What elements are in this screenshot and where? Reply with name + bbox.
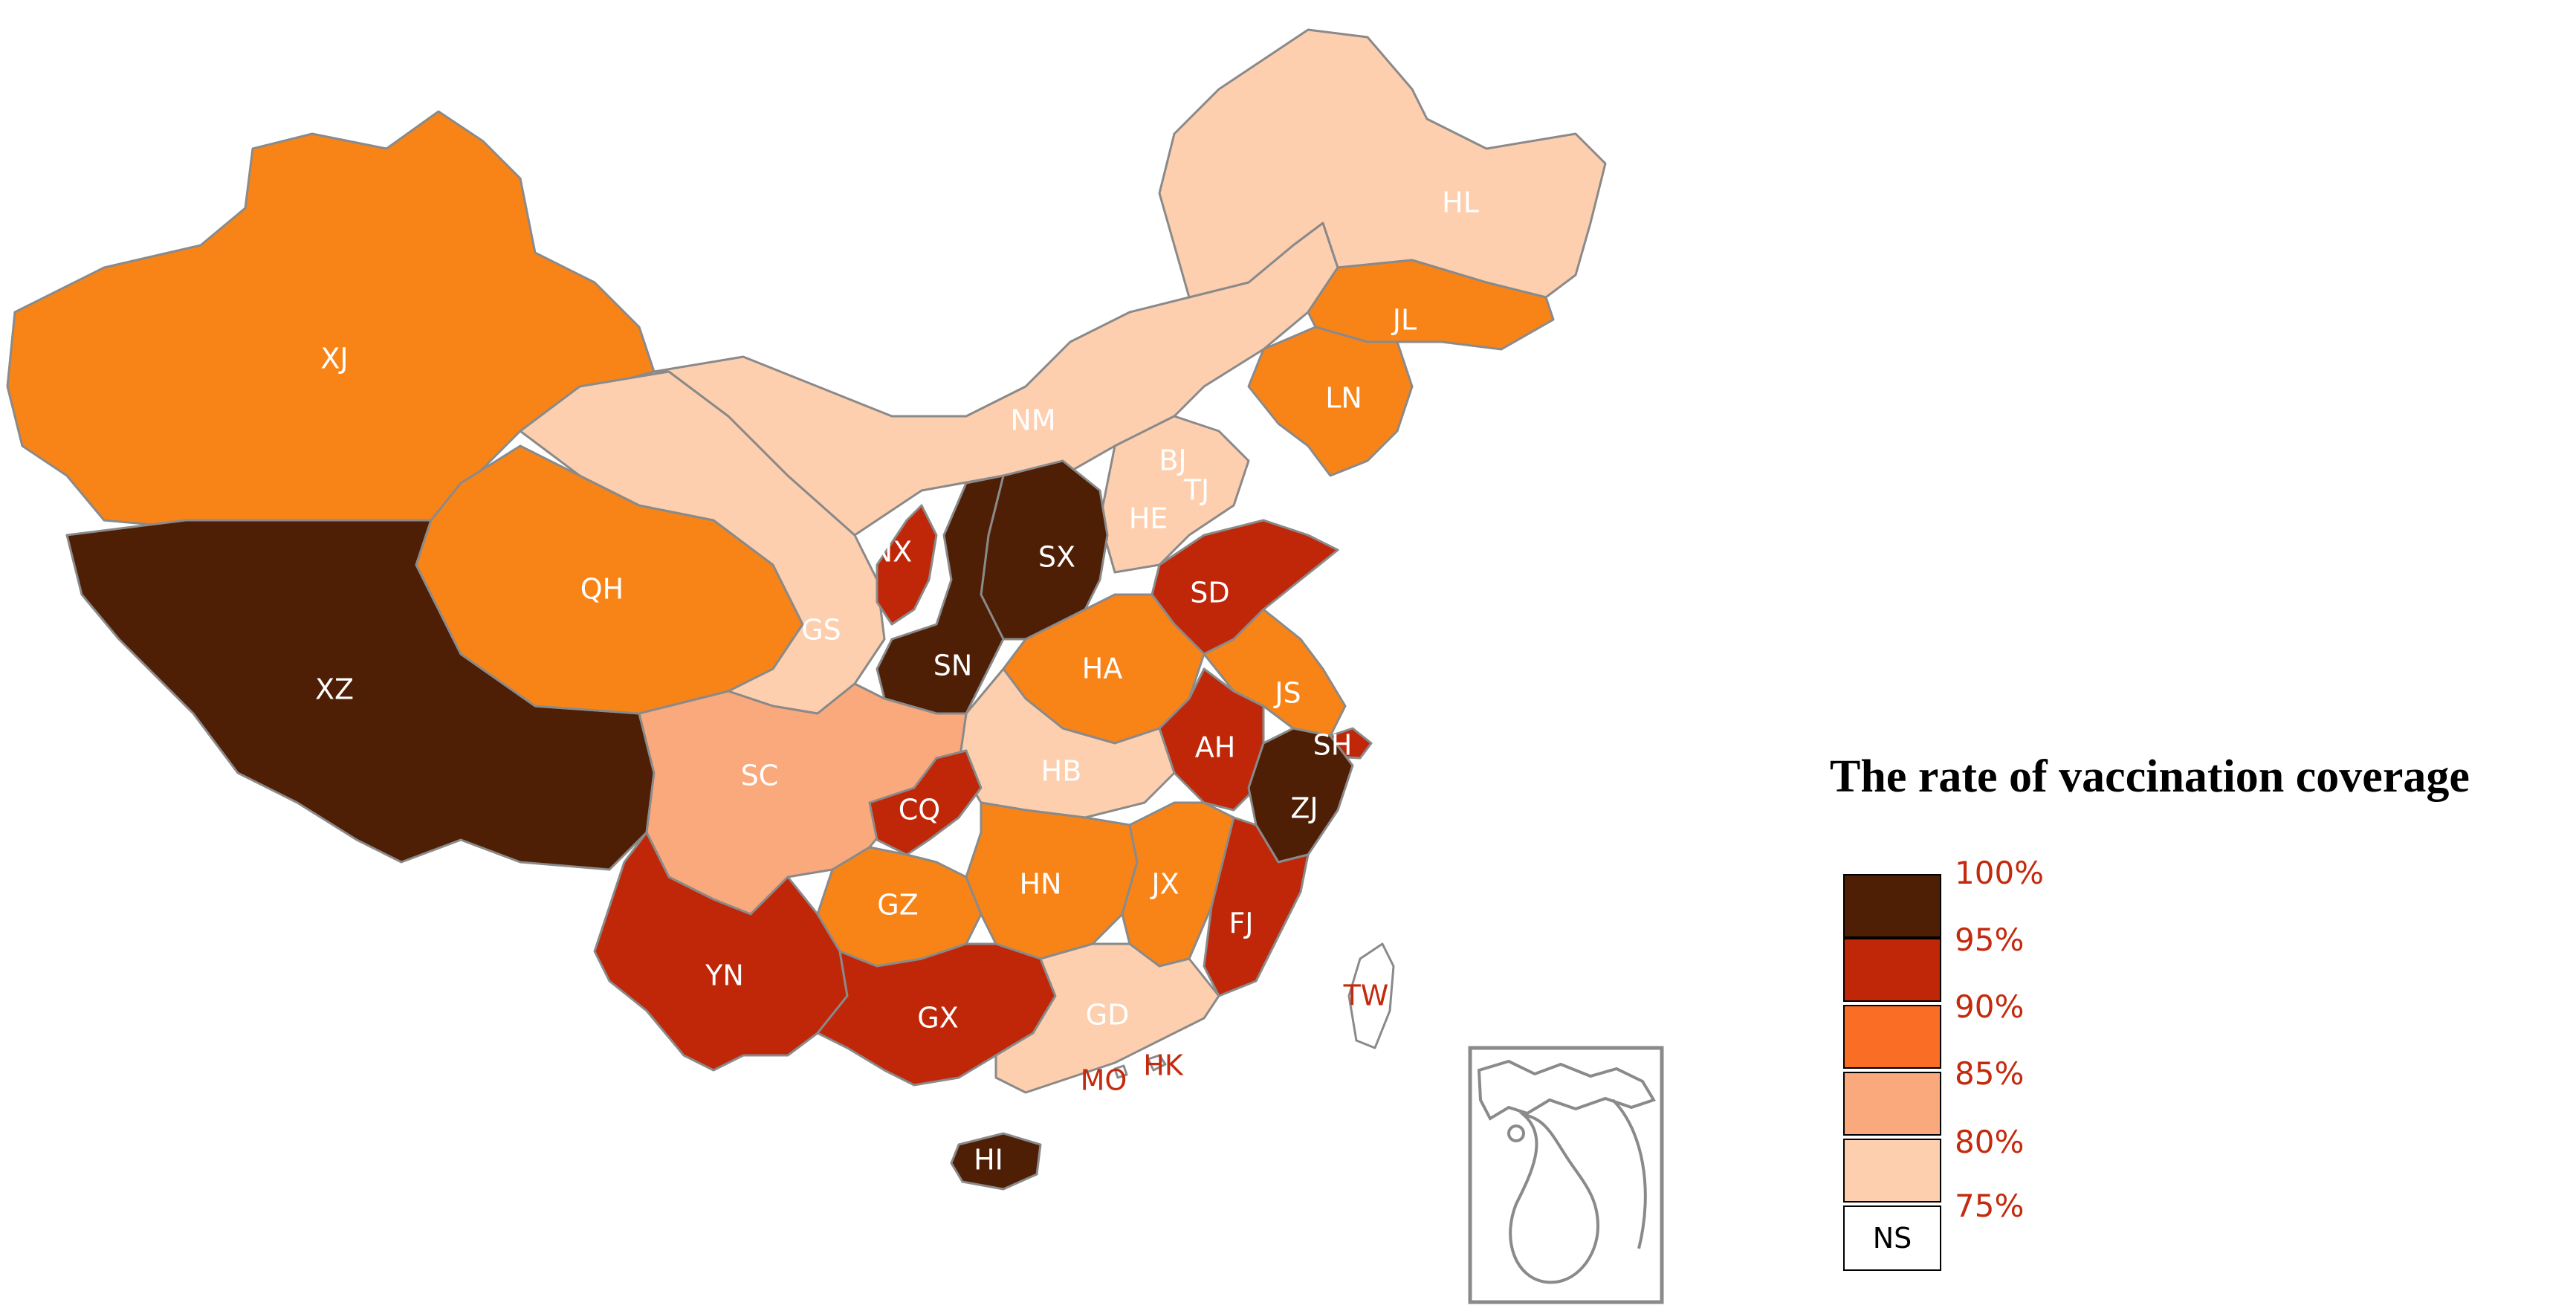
legend-swatch-90	[1843, 1005, 1941, 1069]
province-label-fj: FJ	[1229, 907, 1253, 940]
province-label-gs: GS	[801, 614, 841, 647]
province-label-xj: XJ	[320, 343, 348, 375]
province-label-hl: HL	[1442, 187, 1479, 219]
province-label-sn: SN	[933, 650, 973, 682]
province-label-ln: LN	[1325, 382, 1362, 415]
legend-swatch-100	[1843, 874, 1941, 938]
province-label-gd: GD	[1086, 999, 1130, 1032]
province-label-ha: HA	[1082, 653, 1123, 685]
province-label-sc: SC	[741, 760, 779, 792]
province-hl	[1158, 28, 1607, 299]
province-label-nx: NX	[872, 536, 912, 569]
province-nx	[876, 504, 938, 626]
legend-tick-85: 85%	[1955, 1055, 2025, 1092]
legend-tick-95: 95%	[1955, 922, 2025, 958]
province-label-qh: QH	[580, 573, 624, 606]
province-zj	[1247, 727, 1354, 864]
province-label-he: HE	[1129, 502, 1168, 535]
province-label-gx: GX	[917, 1002, 958, 1035]
province-label-jl: JL	[1391, 304, 1417, 337]
province-label-gz: GZ	[877, 889, 918, 922]
province-hi	[950, 1132, 1042, 1191]
province-fj	[1203, 816, 1310, 997]
province-label-sx: SX	[1038, 541, 1075, 574]
province-label-hi: HI	[974, 1144, 1003, 1177]
province-tw	[1347, 942, 1395, 1049]
province-label-jx: JX	[1150, 868, 1179, 901]
province-gd	[994, 942, 1220, 1094]
province-label-cq: CQ	[899, 794, 940, 826]
legend-tick-80: 80%	[1955, 1124, 2025, 1160]
legend-tick-75: 75%	[1955, 1188, 2025, 1224]
province-label-yn: YN	[705, 959, 744, 992]
province-label-nm: NM	[1010, 404, 1055, 437]
province-label-hk: HK	[1143, 1049, 1184, 1082]
legend-swatch-80	[1843, 1139, 1941, 1203]
province-label-bj: BJ	[1159, 444, 1186, 477]
legend-swatch-95	[1843, 938, 1941, 1002]
province-jx	[1121, 801, 1235, 968]
province-he	[1098, 415, 1250, 574]
province-label-tj: TJ	[1183, 474, 1209, 507]
legend-swatch-85	[1843, 1072, 1941, 1136]
province-label-zj: ZJ	[1290, 792, 1318, 825]
province-label-js: JS	[1273, 677, 1301, 710]
province-label-hb: HB	[1041, 755, 1082, 788]
province-label-tw: TW	[1343, 980, 1389, 1012]
legend-tick-100: 100%	[1955, 855, 2045, 891]
province-label-sh: SH	[1313, 729, 1353, 762]
province-label-hn: HN	[1020, 868, 1062, 901]
province-label-sd: SD	[1190, 577, 1229, 609]
province-label-ah: AH	[1195, 731, 1236, 764]
province-label-xz: XZ	[315, 673, 354, 706]
province-label-mo: MO	[1081, 1064, 1127, 1097]
province-yn	[593, 831, 849, 1072]
province-cq	[868, 749, 983, 856]
legend-ns-box: NS	[1843, 1205, 1941, 1271]
province-hk	[1147, 1054, 1167, 1072]
legend-tick-90: 90%	[1955, 988, 2025, 1025]
province-ln	[1247, 326, 1414, 477]
legend-title: The rate of vaccination coverage	[1830, 751, 2470, 802]
province-mo	[1113, 1064, 1128, 1079]
south-china-sea-inset	[1468, 1046, 1664, 1304]
